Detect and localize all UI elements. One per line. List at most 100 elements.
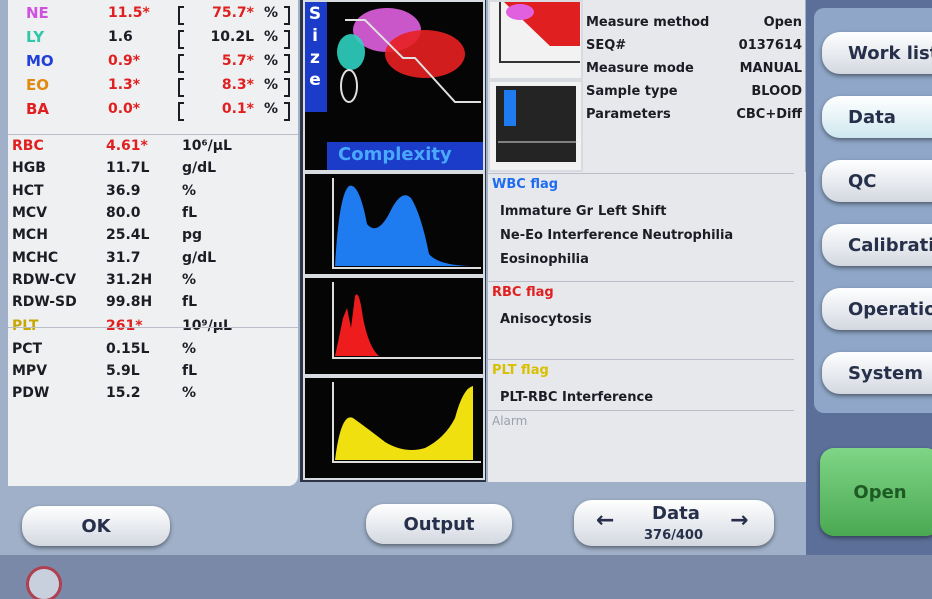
param-unit: %	[264, 76, 278, 94]
separator	[488, 410, 794, 411]
info-label: Sample type	[586, 83, 678, 101]
flag-item: PLT-RBC Interference	[500, 389, 653, 407]
flag-item: Eosinophilia	[500, 251, 589, 269]
param-name: EO	[26, 76, 49, 94]
bracket	[178, 78, 184, 97]
bracket	[284, 54, 290, 73]
alarm-title: Alarm	[492, 412, 527, 430]
menu-button[interactable]: Calibration	[822, 224, 932, 266]
param-unit: %	[182, 384, 196, 402]
wbc-curve	[305, 174, 483, 274]
param-unit: fL	[182, 293, 197, 311]
info-value: Open	[690, 14, 802, 32]
gate	[341, 70, 357, 102]
info-label: SEQ#	[586, 37, 626, 55]
nrbc-scattergram	[488, 80, 583, 172]
bracket	[284, 78, 290, 97]
param-percent: 0.1*	[190, 100, 254, 118]
next-button[interactable]: →	[730, 512, 748, 530]
param-unit: 10⁶/µL	[182, 137, 232, 155]
open-button[interactable]: Open	[820, 448, 932, 536]
flag-item: Ne-Eo Interference	[500, 227, 638, 245]
param-unit: %	[264, 4, 278, 22]
param-value: 0.9*	[108, 52, 140, 70]
bracket	[178, 102, 184, 121]
info-value: 0137614	[690, 37, 802, 55]
param-unit: %	[182, 271, 196, 289]
param-name: HGB	[12, 159, 46, 177]
param-value: 5.9L	[106, 362, 140, 380]
param-value: 80.0	[106, 204, 141, 222]
bracket	[178, 54, 184, 73]
nav-page: 376/400	[644, 527, 703, 545]
param-name: PCT	[12, 340, 42, 358]
param-name: HCT	[12, 182, 44, 200]
param-name: NE	[26, 4, 49, 22]
info-value: CBC+Diff	[690, 106, 802, 124]
baso-scattergram	[488, 0, 583, 80]
info-value: MANUAL	[690, 60, 802, 78]
status-bar	[0, 555, 932, 599]
param-value: 0.15L	[106, 340, 149, 358]
plt-curve	[305, 378, 483, 478]
separator	[488, 173, 794, 174]
param-unit: pg	[182, 226, 202, 244]
param-unit: g/dL	[182, 159, 216, 177]
param-value: 31.7	[106, 249, 141, 267]
param-name: RBC	[12, 137, 44, 155]
param-unit: %	[182, 340, 196, 358]
param-name: MPV	[12, 362, 47, 380]
flag-item: Immature Gr	[500, 203, 593, 221]
param-percent: 5.7*	[190, 52, 254, 70]
separator	[8, 134, 298, 135]
separator	[8, 327, 298, 328]
param-value: 11.7L	[106, 159, 149, 177]
flag-title: WBC flag	[492, 176, 558, 194]
nav-title: Data	[652, 505, 700, 523]
menu-button[interactable]: Operation	[822, 288, 932, 330]
param-unit: fL	[182, 362, 197, 380]
info-label: Parameters	[586, 106, 671, 124]
x-axis-label: Complexity	[338, 146, 452, 164]
bracket	[178, 30, 184, 49]
flag-title: PLT flag	[492, 362, 549, 380]
bracket	[284, 102, 290, 121]
info-value: BLOOD	[690, 83, 802, 101]
param-name: MCV	[12, 204, 47, 222]
prev-button[interactable]: ←	[596, 512, 614, 530]
bracket	[284, 30, 290, 49]
menu-button[interactable]: QC	[822, 160, 932, 202]
menu-button[interactable]: Data	[822, 96, 932, 138]
param-unit: %	[264, 28, 278, 46]
plt-histogram	[303, 376, 485, 480]
baso-plot	[490, 2, 581, 78]
param-value: 31.2H	[106, 271, 152, 289]
param-unit: g/dL	[182, 249, 216, 267]
rbc-histogram	[303, 276, 485, 376]
flag-item: Left Shift	[598, 203, 666, 221]
param-name: RDW-CV	[12, 271, 76, 289]
bracket	[178, 6, 184, 25]
menu-button[interactable]: System	[822, 352, 932, 394]
y-axis-label: Size	[306, 4, 324, 92]
flag-item: Neutrophilia	[642, 227, 733, 245]
param-value: 25.4L	[106, 226, 149, 244]
nrbc-plot	[490, 82, 581, 170]
ok-button[interactable]: OK	[22, 506, 170, 546]
output-button[interactable]: Output	[366, 504, 512, 544]
param-unit: fL	[182, 204, 197, 222]
param-percent: 8.3*	[190, 76, 254, 94]
ly-cluster	[337, 34, 365, 70]
param-value: 15.2	[106, 384, 141, 402]
param-name: LY	[26, 28, 44, 46]
flag-item: Anisocytosis	[500, 311, 592, 329]
param-value: 99.8H	[106, 293, 152, 311]
menu-button[interactable]: Work list	[822, 32, 932, 74]
param-unit: %	[264, 100, 278, 118]
param-name: MCH	[12, 226, 48, 244]
param-unit: %	[264, 52, 278, 70]
param-value: 4.61*	[106, 137, 148, 155]
rbc-curve	[305, 278, 483, 374]
eo-cluster	[385, 30, 465, 78]
param-value: 11.5*	[108, 4, 150, 22]
